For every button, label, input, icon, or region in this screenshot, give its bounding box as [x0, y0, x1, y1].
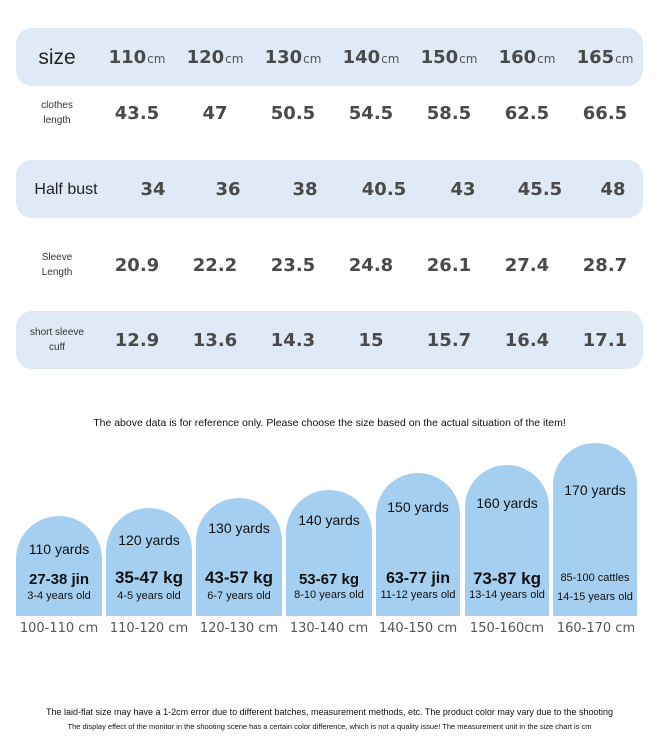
size-cell: 165cm	[576, 46, 634, 68]
arch-weight: 53-67 kg	[298, 571, 360, 588]
row-label: size	[38, 45, 76, 69]
arch-yards: 160 yards	[476, 495, 538, 511]
table-cell: 34	[140, 178, 166, 200]
row-label: Half bust	[34, 180, 98, 198]
size-arch: 150 yards 63-77 jin 11-12 years old	[376, 473, 460, 616]
size-cell: 150cm	[420, 46, 478, 68]
arch-age: 3-4 years old	[27, 590, 91, 602]
table-cell: 43.5	[114, 102, 160, 124]
footer-note-1: The laid-flat size may have a 1-2cm erro…	[46, 707, 613, 717]
table-cell: 45.5	[517, 178, 563, 200]
arch-yards: 150 yards	[387, 499, 449, 515]
table-cell: 27.4	[504, 254, 550, 276]
table-cell: 16.4	[504, 329, 550, 351]
table-cell: 38	[292, 178, 318, 200]
row-label: short sleeve cuff	[30, 327, 84, 353]
arch-weight: 35-47 kg	[114, 568, 184, 587]
footer-note-2: The display effect of the monitor in the…	[67, 722, 592, 731]
arch-yards: 110 yards	[28, 541, 90, 557]
size-cell: 140cm	[342, 46, 400, 68]
arch-yards: 170 yards	[564, 482, 626, 498]
arch-yards: 120 yards	[118, 532, 180, 548]
height-label: 160-170 cm	[556, 621, 636, 636]
arch-weight: 43-57 kg	[204, 568, 274, 587]
height-label: 150-160cm	[469, 621, 545, 636]
arch-age: 4-5 years old	[117, 590, 181, 602]
table-cell: 66.5	[582, 102, 628, 124]
row-label: Sleeve Length	[41, 252, 73, 278]
arch-age: 14-15 years old	[557, 591, 633, 603]
table-cell: 15.7	[426, 329, 472, 351]
arch-yards: 130 yards	[208, 520, 270, 536]
table-cell: 58.5	[426, 102, 472, 124]
half-bust-row: Half bust 34 36 38 40.5 43 45.5 48	[16, 160, 643, 218]
table-cell: 20.9	[114, 254, 160, 276]
height-label: 140-150 cm	[378, 621, 458, 636]
arch-age: 13-14 years old	[469, 589, 545, 601]
table-cell: 54.5	[348, 102, 394, 124]
arch-yards: 140 yards	[298, 512, 360, 528]
size-cell: 120cm	[186, 46, 244, 68]
table-cell: 26.1	[426, 254, 472, 276]
table-cell: 50.5	[270, 102, 316, 124]
arch-weight: 73-87 kg	[472, 569, 542, 588]
reference-note: The above data is for reference only. Pl…	[93, 417, 566, 429]
short-sleeve-cuff-row: short sleeve cuff 12.9 13.6 14.3 15 15.7…	[16, 311, 643, 369]
arch-age: 8-10 years old	[294, 589, 364, 601]
table-cell: 12.9	[114, 329, 160, 351]
size-cell: 110cm	[108, 46, 166, 68]
table-cell: 15	[358, 329, 384, 351]
table-cell: 47	[202, 102, 228, 124]
arch-weight: 63-77 jin	[385, 570, 451, 587]
table-cell: 14.3	[270, 329, 316, 351]
size-cell: 130cm	[264, 46, 322, 68]
size-arch: 160 yards 73-87 kg 13-14 years old	[465, 465, 549, 616]
height-label: 100-110 cm	[19, 621, 99, 636]
table-cell: 13.6	[192, 329, 238, 351]
size-header-row: size 110cm 120cm 130cm 140cm 150cm 160cm…	[16, 28, 643, 86]
height-label: 130-140 cm	[289, 621, 369, 636]
size-arch: 120 yards 35-47 kg 4-5 years old	[106, 508, 192, 616]
table-cell: 62.5	[504, 102, 550, 124]
table-cell: 17.1	[582, 329, 628, 351]
height-label: 120-130 cm	[199, 621, 279, 636]
arch-age: 11-12 years old	[380, 589, 456, 601]
sleeve-length-row: Sleeve Length 20.9 22.2 23.5 24.8 26.1 2…	[16, 242, 643, 288]
arch-weight: 85-100 cattles	[560, 572, 630, 584]
table-cell: 22.2	[192, 254, 238, 276]
clothes-length-row: clothes length 43.5 47 50.5 54.5 58.5 62…	[16, 90, 643, 136]
height-label: 110-120 cm	[109, 621, 189, 636]
size-arch: 130 yards 43-57 kg 6-7 years old	[196, 498, 282, 616]
row-label: clothes length	[41, 100, 73, 126]
size-cell: 160cm	[498, 46, 556, 68]
arch-age: 6-7 years old	[207, 590, 271, 602]
table-cell: 40.5	[361, 178, 407, 200]
arch-weight: 27-38 jin	[28, 571, 90, 588]
table-cell: 36	[215, 178, 241, 200]
size-arch: 110 yards 27-38 jin 3-4 years old	[16, 516, 102, 616]
table-cell: 28.7	[582, 254, 628, 276]
size-arch: 140 yards 53-67 kg 8-10 years old	[286, 490, 372, 616]
size-arch: 170 yards 85-100 cattles 14-15 years old	[553, 443, 637, 616]
table-cell: 24.8	[348, 254, 394, 276]
table-cell: 23.5	[270, 254, 316, 276]
table-cell: 48	[600, 178, 626, 200]
table-cell: 43	[450, 178, 476, 200]
